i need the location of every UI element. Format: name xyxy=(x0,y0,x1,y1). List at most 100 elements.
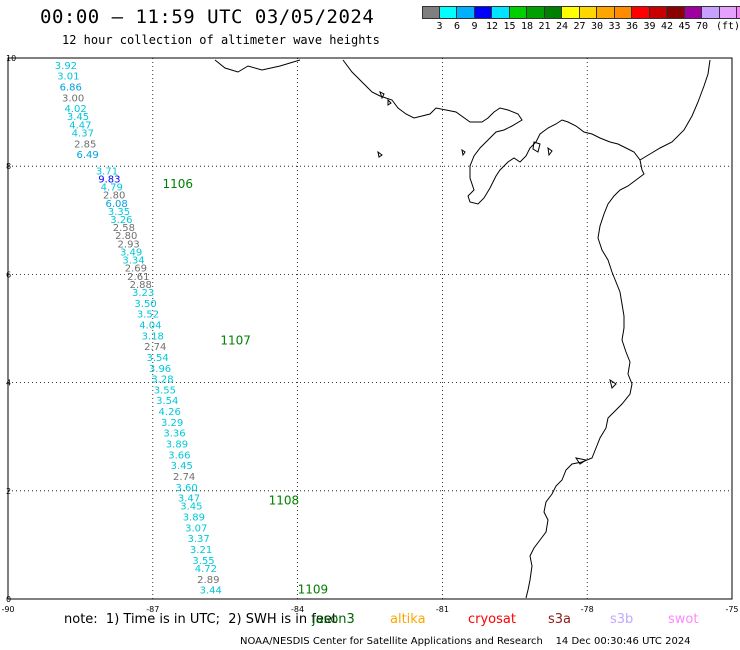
colorbar-swatch xyxy=(422,6,440,19)
grid-lines xyxy=(8,58,732,599)
colorbar-tick-label: 12 xyxy=(485,21,499,32)
x-tick-label: -78 xyxy=(581,605,594,614)
track-time-label: 1107 xyxy=(220,334,251,348)
wave-height-value: 6.08 xyxy=(105,199,127,210)
wave-height-value: 3.45 xyxy=(180,502,202,513)
wave-height-value: 3.21 xyxy=(190,545,212,556)
wave-height-value: 3.55 xyxy=(154,385,176,396)
wave-height-colorbar xyxy=(422,6,740,19)
wave-height-value: 3.35 xyxy=(108,207,130,218)
colorbar-unit: (ft) xyxy=(716,21,740,32)
colorbar-tick-label: 45 xyxy=(678,21,691,32)
colorbar-swatch xyxy=(562,6,580,19)
wave-height-value: 3.52 xyxy=(137,310,159,321)
y-tick-label: 0 xyxy=(6,595,11,604)
y-tick-label: 6 xyxy=(6,270,11,279)
wave-height-value: 3.55 xyxy=(192,556,214,567)
wave-height-value: 3.29 xyxy=(161,418,183,429)
wave-height-value: 2.85 xyxy=(74,139,96,150)
wave-height-value: 4.04 xyxy=(139,321,161,332)
wave-height-value: 4.72 xyxy=(195,564,217,575)
wave-height-value: 3.54 xyxy=(156,396,178,407)
wave-height-value: 2.89 xyxy=(197,575,219,586)
colorbar-swatch xyxy=(667,6,685,19)
x-tick-label: -75 xyxy=(725,605,738,614)
colorbar-swatch xyxy=(509,6,527,19)
wave-height-value: 2.58 xyxy=(113,223,135,234)
colorbar-tick-label: 27 xyxy=(573,21,586,32)
wave-height-value: 3.26 xyxy=(110,215,132,226)
wave-height-value: 2.74 xyxy=(173,472,195,483)
colorbar-tick-label: 18 xyxy=(520,21,534,32)
wave-height-value: 9.83 xyxy=(98,174,120,185)
wave-height-value: 3.28 xyxy=(151,375,173,386)
colorbar-swatch xyxy=(702,6,720,19)
wave-height-value: 3.07 xyxy=(185,523,207,534)
footer-note: note: 1) Time is in UTC; 2) SWH is in fe… xyxy=(64,612,337,627)
wave-height-value: 3.37 xyxy=(188,534,210,545)
wave-height-value: 3.89 xyxy=(166,440,188,451)
colorbar-swatch xyxy=(527,6,545,19)
wave-height-value: 3.01 xyxy=(57,72,79,83)
wave-height-value: 3.54 xyxy=(146,353,168,364)
wave-height-value: 3.60 xyxy=(175,483,197,494)
wave-height-value: 3.50 xyxy=(134,299,156,310)
wave-height-value: 3.23 xyxy=(132,288,154,299)
x-tick-label: -81 xyxy=(436,605,449,614)
wave-height-value: 2.93 xyxy=(118,239,140,250)
wave-height-value: 3.96 xyxy=(149,364,171,375)
colorbar-tick-label: 3 xyxy=(436,21,443,32)
colorbar-tick-label: 33 xyxy=(608,21,621,32)
colorbar-swatch xyxy=(492,6,510,19)
legend-item-s3a: s3a xyxy=(548,612,572,627)
colorbar-swatch xyxy=(474,6,492,19)
wave-height-value: 2.88 xyxy=(130,280,152,291)
footer-credit: NOAA/NESDIS Center for Satellite Applica… xyxy=(240,636,691,647)
colorbar-tick-label: 15 xyxy=(503,21,516,32)
wave-height-value: 3.36 xyxy=(163,429,185,440)
wave-height-value: 3.47 xyxy=(178,494,200,505)
colorbar-swatch xyxy=(457,6,475,19)
colorbar-tick-label: 42 xyxy=(660,21,674,32)
track-time-label: 1109 xyxy=(298,583,329,597)
coastline xyxy=(214,59,711,599)
wave-height-value: 2.74 xyxy=(144,342,166,353)
wave-height-value: 3.66 xyxy=(168,450,190,461)
colorbar-tick-label: 24 xyxy=(555,21,569,32)
coastline-islands xyxy=(377,91,617,465)
wave-height-value: 3.44 xyxy=(200,586,222,597)
wave-height-value: 6.49 xyxy=(77,150,99,161)
wave-height-value: 4.26 xyxy=(159,407,181,418)
colorbar-swatch xyxy=(544,6,562,19)
colorbar-swatch xyxy=(719,6,737,19)
map-frame xyxy=(7,57,733,600)
y-tick-label: 10 xyxy=(6,54,16,63)
wave-height-value: 3.89 xyxy=(183,513,205,524)
wave-height-value: 3.45 xyxy=(171,461,193,472)
y-tick-label: 8 xyxy=(6,162,11,171)
wave-height-value: 3.92 xyxy=(55,61,77,72)
wave-height-value: 2.61 xyxy=(127,272,149,283)
legend-item-cryosat: cryosat xyxy=(468,612,516,627)
colorbar-tick-label: 9 xyxy=(471,21,478,32)
colorbar-swatch xyxy=(597,6,615,19)
map-subtitle: 12 hour collection of altimeter wave hei… xyxy=(62,33,380,47)
legend-item-swot: swot xyxy=(668,612,699,627)
wave-height-value: 2.69 xyxy=(125,264,147,275)
track-time-label: 1108 xyxy=(269,493,300,507)
legend-item-s3b: s3b xyxy=(610,612,634,627)
colorbar-swatch xyxy=(614,6,632,19)
wave-height-value: 3.18 xyxy=(142,331,164,342)
colorbar-tick-label: 21 xyxy=(538,21,551,32)
wave-height-value: 6.86 xyxy=(60,82,82,93)
axis-tick-labels: -90 -87 -84 -81 -78 -75 0 2 4 6 8 10 xyxy=(1,54,738,614)
wave-height-value: 3.00 xyxy=(62,93,84,104)
y-tick-label: 2 xyxy=(6,487,11,496)
wave-height-value: 2.80 xyxy=(115,231,137,242)
wave-height-value: 4.37 xyxy=(72,128,94,139)
colorbar-swatch xyxy=(649,6,667,19)
x-tick-label: -87 xyxy=(146,605,159,614)
wave-height-value: 4.47 xyxy=(69,120,91,131)
wave-height-value: 3.34 xyxy=(122,256,144,267)
colorbar-tick-label: 30 xyxy=(590,21,604,32)
